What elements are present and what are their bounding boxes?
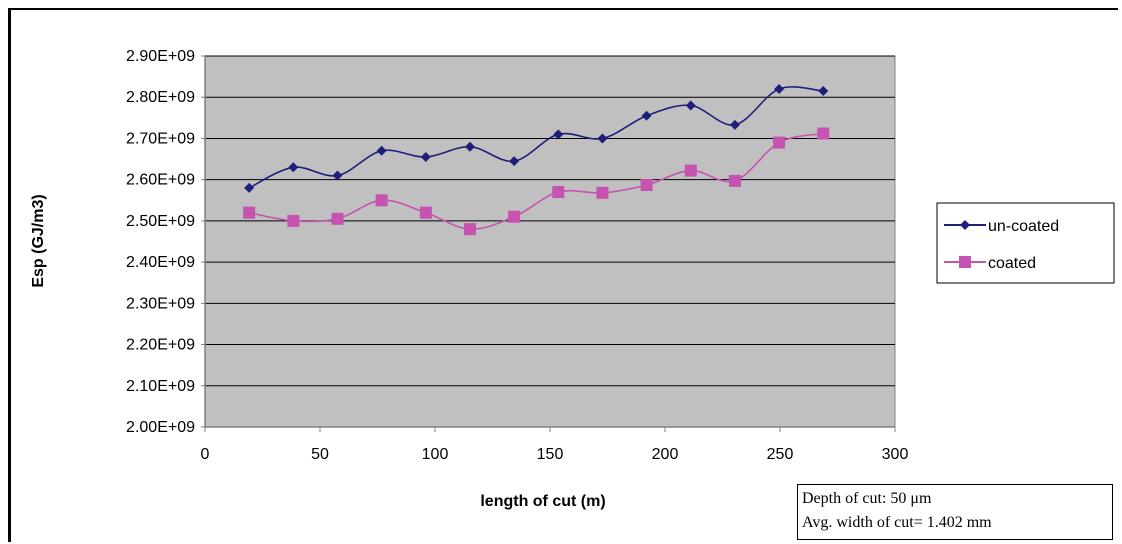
data-point-un-coated <box>464 141 475 152</box>
data-point-un-coated <box>818 86 829 97</box>
data-point-un-coated <box>376 145 387 156</box>
legend-label-coated: coated <box>988 255 1036 272</box>
series-group <box>243 83 830 236</box>
data-point-coated <box>508 210 521 223</box>
x-axis-title: length of cut (m) <box>480 493 605 510</box>
data-point-un-coated <box>332 170 343 181</box>
annotation-depth: Depth of cut: 50 μm <box>802 490 932 507</box>
y-tick-labels: 2.00E+09 2.10E+09 2.20E+09 2.30E+09 2.40E+09… <box>126 48 195 436</box>
grid-lines <box>205 55 895 387</box>
x-tick-label: 50 <box>311 446 329 463</box>
legend-marker-coated <box>959 256 971 268</box>
legend-box <box>936 202 1115 284</box>
data-point-un-coated <box>553 129 564 140</box>
data-point-coated <box>463 223 476 236</box>
data-point-coated <box>773 136 786 149</box>
y-tick-label: 2.00E+09 <box>126 419 195 436</box>
y-axis-title: Esp (GJ/m3) <box>30 194 47 287</box>
x-tick-label: 200 <box>652 446 679 463</box>
annotation-box: Depth of cut: 50 μm Avg. width of cut= 1… <box>797 484 1113 540</box>
y-tick-label: 2.50E+09 <box>126 213 195 230</box>
x-tick-label: 300 <box>882 446 909 463</box>
data-point-un-coated <box>729 119 740 130</box>
x-tick-labels: 0 50 100 150 200 250 300 <box>201 446 909 463</box>
data-point-un-coated <box>685 100 696 111</box>
legend-label-uncoated: un-coated <box>988 218 1059 235</box>
y-tick-label: 2.20E+09 <box>126 337 195 354</box>
data-point-coated <box>419 206 432 219</box>
legend: un-coated coated <box>936 202 1115 284</box>
y-tick-label: 2.80E+09 <box>126 89 195 106</box>
data-point-coated <box>684 164 697 177</box>
data-point-un-coated <box>641 110 652 121</box>
data-point-coated <box>640 179 653 192</box>
data-point-coated <box>728 174 741 187</box>
axes <box>201 55 896 432</box>
data-point-un-coated <box>597 133 608 144</box>
y-tick-label: 2.40E+09 <box>126 254 195 271</box>
chart-frame <box>8 8 1118 542</box>
data-point-coated <box>375 194 388 207</box>
data-point-un-coated <box>288 162 299 173</box>
data-point-un-coated <box>509 156 520 167</box>
x-tick-label: 100 <box>422 446 449 463</box>
x-tick-label: 0 <box>201 446 210 463</box>
data-point-un-coated <box>244 182 255 193</box>
legend-marker-uncoated <box>960 220 970 230</box>
plot-area <box>204 55 896 428</box>
x-tick-label: 150 <box>537 446 564 463</box>
data-point-coated <box>287 214 300 227</box>
x-tick-label: 250 <box>767 446 794 463</box>
annotation-width: Avg. width of cut= 1.402 mm <box>802 514 992 531</box>
y-tick-label: 2.10E+09 <box>126 378 195 395</box>
data-point-coated <box>243 206 256 219</box>
data-point-un-coated <box>420 151 431 162</box>
data-point-coated <box>817 127 830 140</box>
y-tick-label: 2.60E+09 <box>126 172 195 189</box>
y-tick-label: 2.30E+09 <box>126 295 195 312</box>
data-point-coated <box>331 212 344 225</box>
data-point-un-coated <box>774 83 785 94</box>
y-tick-label: 2.90E+09 <box>126 48 195 65</box>
data-point-coated <box>596 186 609 199</box>
data-point-coated <box>552 186 565 199</box>
y-tick-label: 2.70E+09 <box>126 130 195 147</box>
